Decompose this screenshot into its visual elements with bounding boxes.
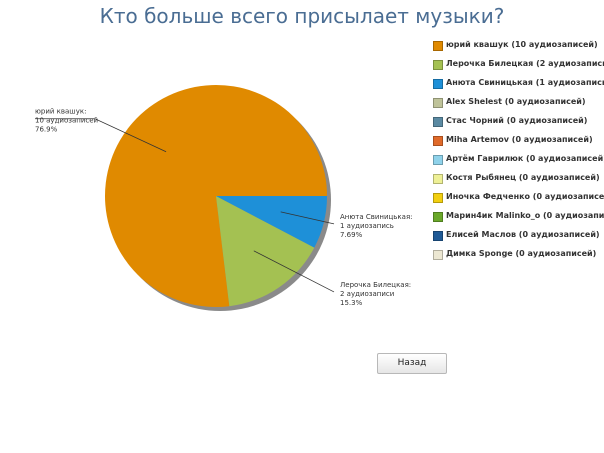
legend-label: юрий квашук (10 аудиозаписей): [446, 40, 598, 49]
data-label-percent-0: 76.9%: [35, 126, 58, 134]
data-label-count-1: 2 аудиозаписи: [340, 290, 394, 298]
legend-swatch: [433, 231, 443, 241]
legend-swatch: [433, 79, 443, 89]
legend-item[interactable]: Артём Гаврилюк (0 аудиозаписей): [430, 153, 604, 172]
data-label-percent-2: 7.69%: [340, 231, 363, 239]
data-label-count-0: 10 аудиозаписей: [35, 117, 98, 125]
data-label-name-1: Лерочка Билецкая:: [340, 281, 411, 289]
legend-label: Елисей Маслов (0 аудиозаписей): [446, 230, 600, 239]
legend-swatch: [433, 193, 443, 203]
legend-label: Alex Shelest (0 аудиозаписей): [446, 97, 586, 106]
data-label-percent-1: 15.3%: [340, 299, 363, 307]
legend-item[interactable]: Елисей Маслов (0 аудиозаписей): [430, 229, 602, 248]
legend-item[interactable]: Марин4ик Malinko_o (0 аудиозаписей): [430, 210, 604, 229]
legend-item[interactable]: Лерочка Билецкая (2 аудиозаписи): [430, 58, 604, 77]
legend-item[interactable]: Димка Sponge (0 аудиозаписей): [430, 248, 602, 267]
pie-slice-1[interactable]: [216, 196, 315, 307]
legend-label: Артём Гаврилюк (0 аудиозаписей): [446, 154, 604, 163]
callout-line-1: [253, 250, 335, 293]
callout-line-2: [280, 211, 335, 225]
pie-slice-0[interactable]: [104, 84, 327, 307]
legend-swatch: [433, 117, 443, 127]
legend-swatch: [433, 60, 443, 70]
legend-swatch: [433, 136, 443, 146]
legend-label: Костя Рыбянец (0 аудиозаписей): [446, 173, 600, 182]
legend-swatch: [433, 250, 443, 260]
data-label-count-2: 1 аудиозапись: [340, 222, 394, 230]
legend-item[interactable]: Alex Shelest (0 аудиозаписей): [430, 96, 602, 115]
callout-line-0: [35, 118, 167, 153]
legend-label: Иночка Федченко (0 аудиозаписей): [446, 192, 604, 201]
legend-swatch: [433, 98, 443, 108]
legend-label: Димка Sponge (0 аудиозаписей): [446, 249, 597, 258]
legend-item[interactable]: юрий квашук (10 аудиозаписей): [430, 39, 602, 58]
legend-label: Марин4ик Malinko_o (0 аудиозаписей): [446, 211, 604, 220]
legend-swatch: [433, 41, 443, 51]
data-label-name-0: юрий квашук:: [35, 108, 86, 116]
data-label-name-2: Анюта Свиницькая:: [340, 213, 413, 221]
legend-swatch: [433, 174, 443, 184]
chart-title: Кто больше всего присылает музыки?: [99, 4, 505, 28]
legend-item[interactable]: Костя Рыбянец (0 аудиозаписей): [430, 172, 602, 191]
legend-item[interactable]: Miha Artemov (0 аудиозаписей): [430, 134, 602, 153]
legend-label: Стас Чорний (0 аудиозаписей): [446, 116, 588, 125]
legend-label: Лерочка Билецкая (2 аудиозаписи): [446, 59, 604, 68]
legend-item[interactable]: Иночка Федченко (0 аудиозаписей): [430, 191, 604, 210]
legend-item[interactable]: Анюта Свиницькая (1 аудиозапись): [430, 77, 604, 96]
pie-slice-2[interactable]: [216, 196, 327, 248]
legend-swatch: [433, 155, 443, 165]
legend-label: Анюта Свиницькая (1 аудиозапись): [446, 78, 604, 87]
legend-swatch: [433, 212, 443, 222]
chart-legend: юрий квашук (10 аудиозаписей) Лерочка Бил…: [430, 39, 604, 267]
legend-item[interactable]: Стас Чорний (0 аудиозаписей): [430, 115, 602, 134]
legend-label: Miha Artemov (0 аудиозаписей): [446, 135, 593, 144]
back-button[interactable]: Назад: [377, 353, 447, 374]
